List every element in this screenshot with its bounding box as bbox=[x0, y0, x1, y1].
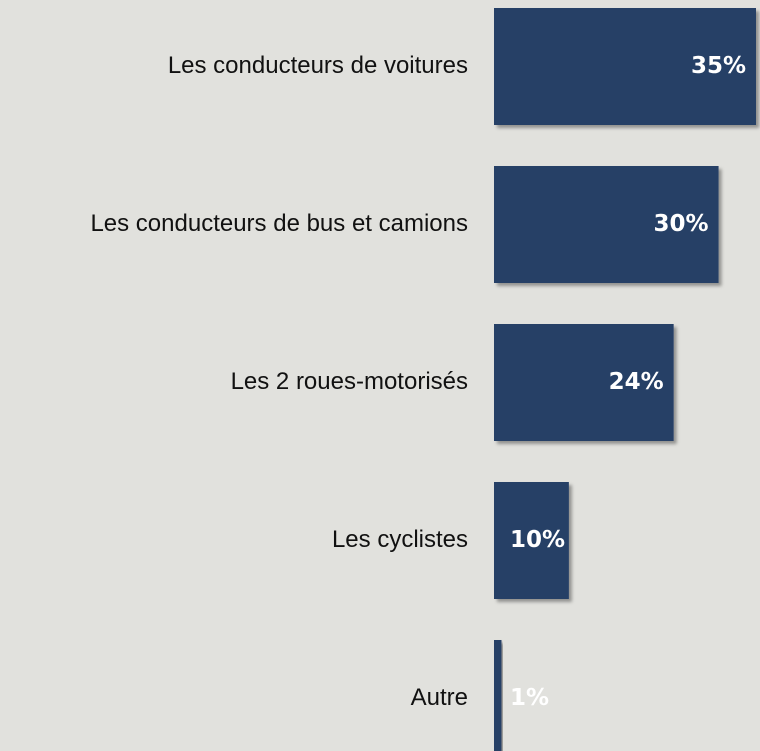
value-label: 30% bbox=[654, 211, 709, 237]
category-label: Les 2 roues-motorisés bbox=[231, 368, 468, 395]
category-label: Les conducteurs de voitures bbox=[168, 52, 468, 79]
bar bbox=[494, 324, 674, 441]
category-label: Les conducteurs de bus et camions bbox=[90, 210, 468, 237]
value-label: 35% bbox=[691, 53, 746, 79]
category-label: Autre bbox=[411, 684, 468, 711]
bar bbox=[494, 166, 719, 283]
category-label: Les cyclistes bbox=[332, 526, 468, 553]
bar bbox=[494, 640, 502, 751]
value-label: 10% bbox=[510, 527, 565, 553]
value-label: 24% bbox=[609, 369, 664, 395]
value-label: 1% bbox=[510, 685, 549, 711]
bar bbox=[494, 482, 569, 599]
bar bbox=[494, 8, 756, 125]
